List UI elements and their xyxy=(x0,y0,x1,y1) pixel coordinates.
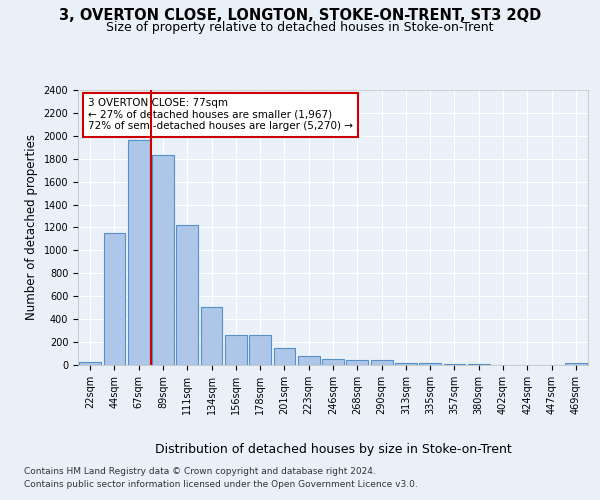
Bar xyxy=(152,156,174,365)
Bar xyxy=(395,362,417,365)
Bar xyxy=(225,334,247,365)
Text: Contains HM Land Registry data © Crown copyright and database right 2024.: Contains HM Land Registry data © Crown c… xyxy=(24,468,376,476)
Bar xyxy=(200,306,223,365)
Text: Size of property relative to detached houses in Stoke-on-Trent: Size of property relative to detached ho… xyxy=(106,21,494,34)
Bar xyxy=(298,356,320,365)
Bar xyxy=(371,360,392,365)
Bar xyxy=(346,360,368,365)
Y-axis label: Number of detached properties: Number of detached properties xyxy=(25,134,38,320)
Bar xyxy=(79,362,101,365)
Bar xyxy=(443,364,466,365)
Bar xyxy=(274,348,295,365)
Bar xyxy=(565,364,587,365)
Text: Distribution of detached houses by size in Stoke-on-Trent: Distribution of detached houses by size … xyxy=(155,442,511,456)
Bar xyxy=(104,233,125,365)
Bar xyxy=(468,364,490,365)
Text: 3 OVERTON CLOSE: 77sqm
← 27% of detached houses are smaller (1,967)
72% of semi-: 3 OVERTON CLOSE: 77sqm ← 27% of detached… xyxy=(88,98,353,132)
Bar xyxy=(249,334,271,365)
Text: 3, OVERTON CLOSE, LONGTON, STOKE-ON-TRENT, ST3 2QD: 3, OVERTON CLOSE, LONGTON, STOKE-ON-TREN… xyxy=(59,8,541,22)
Bar xyxy=(322,360,344,365)
Bar xyxy=(419,364,441,365)
Bar xyxy=(128,140,149,365)
Text: Contains public sector information licensed under the Open Government Licence v3: Contains public sector information licen… xyxy=(24,480,418,489)
Bar xyxy=(176,225,198,365)
